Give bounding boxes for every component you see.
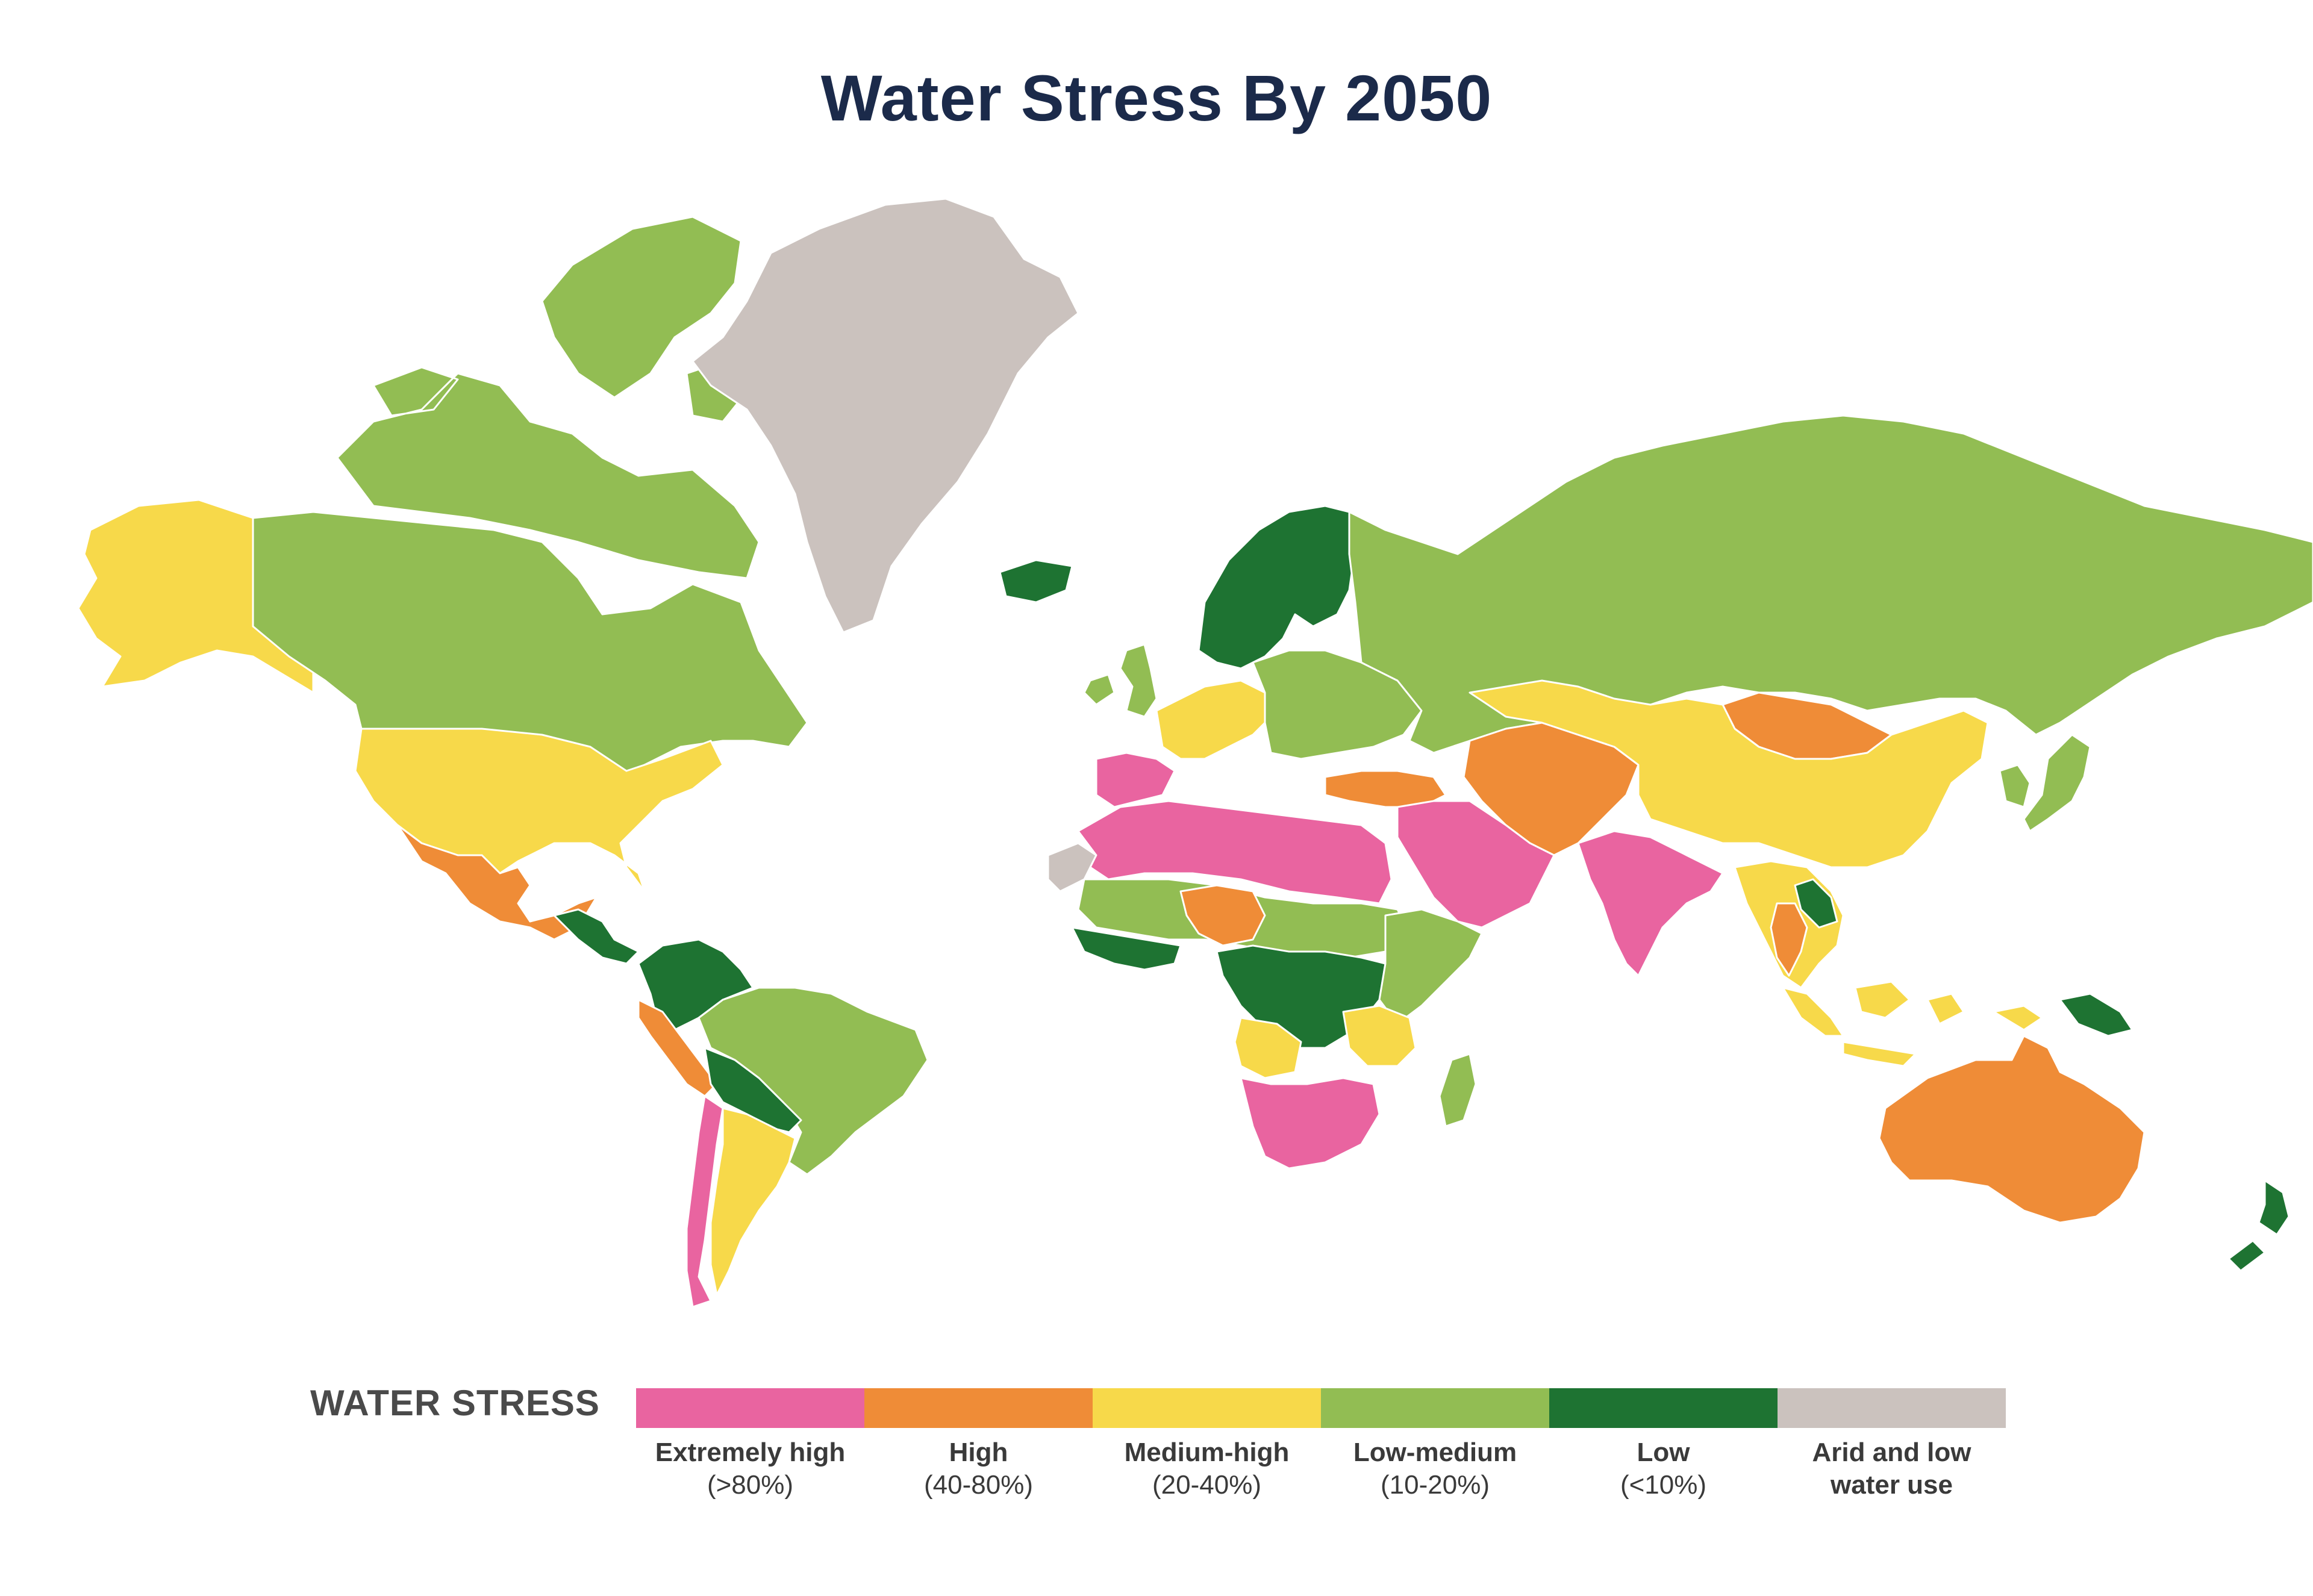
legend-swatch-medium-high (1093, 1388, 1321, 1428)
legend-label-text: Low (1637, 1438, 1690, 1467)
legend-swatch-low (1549, 1388, 1778, 1428)
region-papua-new-guinea (2059, 993, 2134, 1037)
legend-label-text: High (949, 1438, 1008, 1467)
region-australia (1878, 1035, 2146, 1224)
legend-label-range: (<10%) (1620, 1470, 1707, 1500)
region-central-america (553, 908, 640, 965)
region-iberia (1095, 752, 1176, 808)
region-argentina (710, 1107, 796, 1296)
region-china (1469, 679, 1989, 868)
region-new-zealand (2227, 1179, 2290, 1272)
region-eastern-europe (1252, 649, 1423, 760)
region-india (1577, 830, 1724, 977)
region-bolivia-paraguay (704, 1047, 802, 1133)
legend-label-range: (40-80%) (924, 1470, 1033, 1500)
legend-label-text: Low-medium (1353, 1438, 1517, 1467)
region-southern-africa (1240, 1077, 1381, 1170)
region-madagascar (1438, 1053, 1477, 1127)
region-middle-east (1396, 800, 1555, 929)
region-nigeria (1179, 884, 1266, 947)
region-greenland (691, 198, 1079, 634)
region-west-africa-coast (1071, 926, 1182, 971)
legend-label-range: (20-40%) (1152, 1470, 1261, 1500)
region-iceland (999, 559, 1073, 603)
region-tanzania (1342, 1005, 1417, 1067)
legend-label-high: High (40-80%) (864, 1436, 1093, 1501)
legend-label-low: Low (<10%) (1549, 1436, 1778, 1501)
legend-label-extremely-high: Extremely high (>80%) (636, 1436, 864, 1501)
region-east-africa (1378, 908, 1483, 1025)
region-laos (1794, 878, 1838, 929)
region-thailand (1770, 902, 1808, 977)
region-korea-japan (1999, 734, 2091, 832)
map-title: Water Stress By 2050 (820, 61, 1493, 134)
region-indonesia (1782, 980, 2043, 1067)
legend-swatch-extremely-high (636, 1388, 864, 1428)
legend-label-range: (10-20%) (1381, 1470, 1490, 1500)
region-scandinavia (1197, 505, 1356, 670)
legend-label-medium-high: Medium-high (20-40%) (1093, 1436, 1321, 1501)
legend-swatch-high (864, 1388, 1093, 1428)
world-map (77, 198, 2313, 1308)
region-western-europe (1155, 679, 1272, 760)
legend-heading: WATER STRESS (310, 1383, 600, 1423)
region-arctic-islands (336, 216, 760, 579)
legend-label-range: (>80%) (707, 1470, 794, 1500)
region-uk-ireland (1083, 643, 1158, 718)
region-chile (685, 1095, 724, 1308)
legend-label-text: Arid and low water use (1812, 1438, 1971, 1500)
region-angola (1234, 1017, 1302, 1079)
legend-label-low-medium: Low-medium (10-20%) (1321, 1436, 1549, 1501)
legend-label-arid: Arid and low water use (1778, 1436, 2006, 1501)
legend-swatch-arid (1778, 1388, 2006, 1428)
legend-swatch-low-medium (1321, 1388, 1549, 1428)
region-mexico (396, 824, 598, 941)
legend-label-text: Medium-high (1124, 1438, 1290, 1467)
legend-label-text: Extremely high (655, 1438, 846, 1467)
